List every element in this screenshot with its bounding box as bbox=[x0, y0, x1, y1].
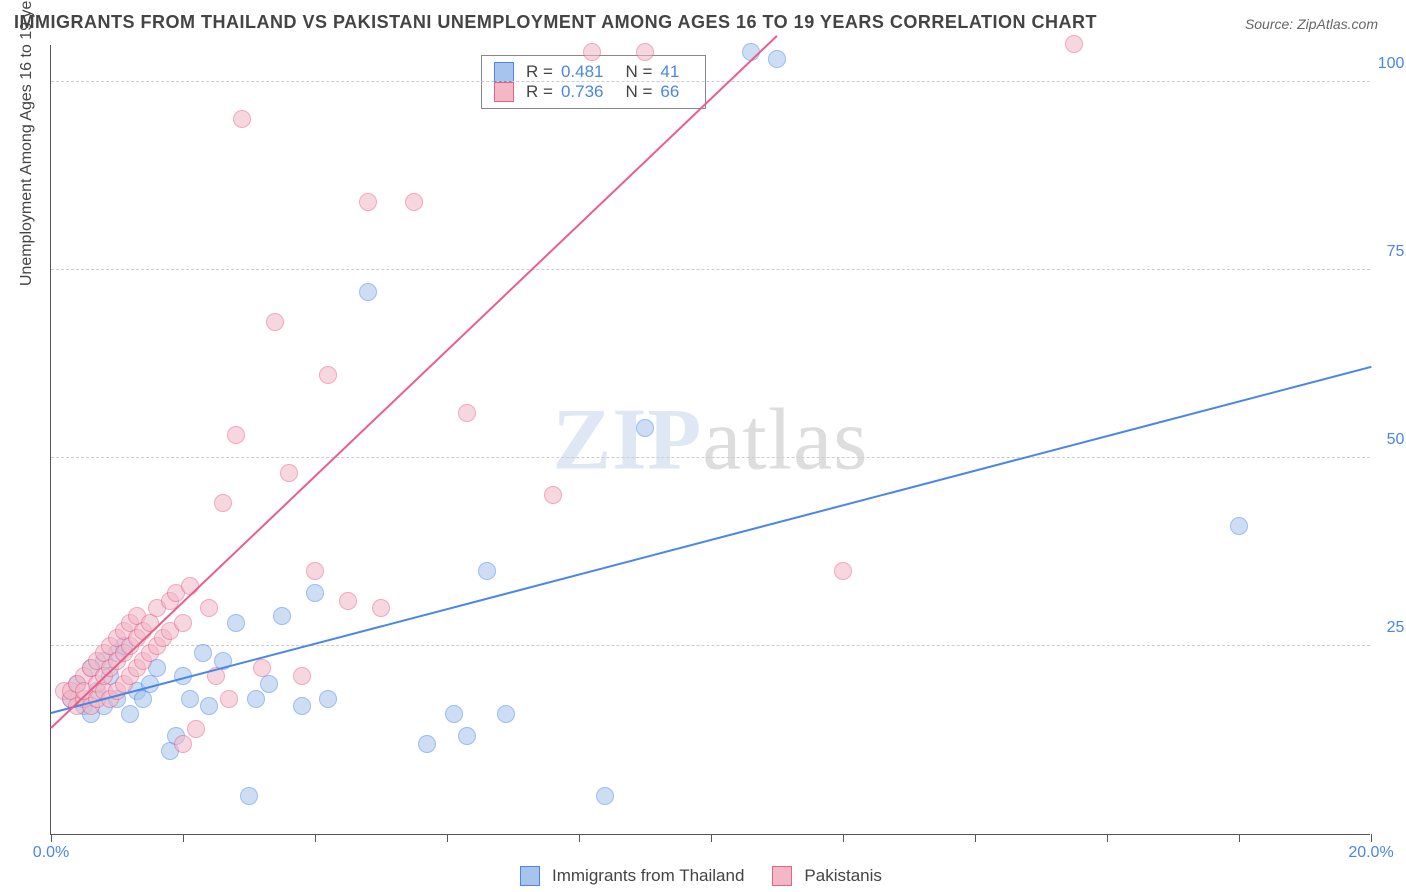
data-point bbox=[200, 697, 218, 715]
source-credit: Source: ZipAtlas.com bbox=[1245, 16, 1378, 32]
data-point bbox=[200, 599, 218, 617]
data-point bbox=[405, 193, 423, 211]
x-tick-label: 0.0% bbox=[33, 844, 69, 862]
data-point bbox=[768, 50, 786, 68]
series-legend-item: Pakistanis bbox=[772, 866, 881, 886]
series-legend-item: Immigrants from Thailand bbox=[520, 866, 744, 886]
y-tick-label: 50.0% bbox=[1387, 431, 1406, 449]
x-tick bbox=[843, 834, 844, 842]
legend-R-label: R = bbox=[526, 82, 553, 102]
series-legend: Immigrants from Thailand Pakistanis bbox=[520, 866, 882, 886]
legend-swatch bbox=[494, 82, 514, 102]
source-label: Source: bbox=[1245, 16, 1293, 32]
data-point bbox=[181, 690, 199, 708]
data-point bbox=[247, 690, 265, 708]
data-point bbox=[319, 366, 337, 384]
legend-R-label: R = bbox=[526, 62, 553, 82]
data-point bbox=[280, 464, 298, 482]
legend-swatch bbox=[520, 866, 540, 886]
data-point bbox=[458, 404, 476, 422]
data-point bbox=[636, 43, 654, 61]
data-point bbox=[233, 110, 251, 128]
y-tick-label: 25.0% bbox=[1387, 619, 1406, 637]
legend-row: R = 0.481 N = 41 bbox=[494, 62, 693, 82]
x-tick bbox=[1371, 834, 1372, 842]
data-point bbox=[445, 705, 463, 723]
x-tick bbox=[579, 834, 580, 842]
data-point bbox=[359, 193, 377, 211]
data-point bbox=[372, 599, 390, 617]
data-point bbox=[293, 667, 311, 685]
x-tick bbox=[1107, 834, 1108, 842]
legend-R-value: 0.736 bbox=[561, 82, 604, 102]
data-point bbox=[273, 607, 291, 625]
data-point bbox=[253, 659, 271, 677]
data-point bbox=[227, 614, 245, 632]
legend-row: R = 0.736 N = 66 bbox=[494, 82, 693, 102]
data-point bbox=[1230, 517, 1248, 535]
gridline bbox=[51, 269, 1370, 270]
y-axis-title: Unemployment Among Ages 16 to 19 years bbox=[18, 0, 36, 286]
data-point bbox=[174, 614, 192, 632]
legend-N-label: N = bbox=[625, 62, 652, 82]
legend-swatch bbox=[772, 866, 792, 886]
data-point bbox=[319, 690, 337, 708]
data-point bbox=[596, 787, 614, 805]
data-point bbox=[240, 787, 258, 805]
y-tick-label: 100.0% bbox=[1378, 55, 1406, 73]
legend-N-label: N = bbox=[625, 82, 652, 102]
data-point bbox=[583, 43, 601, 61]
legend-N-value: 41 bbox=[660, 62, 679, 82]
series-legend-label: Immigrants from Thailand bbox=[552, 866, 744, 886]
x-tick bbox=[711, 834, 712, 842]
data-point bbox=[220, 690, 238, 708]
data-point bbox=[339, 592, 357, 610]
plot-area: ZIPatlas R =0.481N =41R =0.736N =66 25.0… bbox=[50, 45, 1370, 835]
legend-N-value: 66 bbox=[660, 82, 679, 102]
data-point bbox=[306, 562, 324, 580]
x-tick bbox=[1239, 834, 1240, 842]
data-point bbox=[497, 705, 515, 723]
data-point bbox=[121, 705, 139, 723]
gridline bbox=[51, 81, 1370, 82]
data-point bbox=[187, 720, 205, 738]
x-tick-label: 20.0% bbox=[1348, 844, 1393, 862]
data-point bbox=[359, 283, 377, 301]
data-point bbox=[458, 727, 476, 745]
data-point bbox=[214, 494, 232, 512]
data-point bbox=[1065, 35, 1083, 53]
legend-swatch bbox=[494, 62, 514, 82]
legend-R-value: 0.481 bbox=[561, 62, 604, 82]
data-point bbox=[636, 419, 654, 437]
data-point bbox=[306, 584, 324, 602]
watermark: ZIPatlas bbox=[553, 389, 869, 490]
source-name: ZipAtlas.com bbox=[1297, 16, 1378, 32]
data-point bbox=[293, 697, 311, 715]
x-tick bbox=[975, 834, 976, 842]
watermark-zip: ZIP bbox=[553, 391, 703, 488]
data-point bbox=[266, 313, 284, 331]
data-point bbox=[478, 562, 496, 580]
chart-container: IMMIGRANTS FROM THAILAND VS PAKISTANI UN… bbox=[0, 0, 1406, 892]
data-point bbox=[834, 562, 852, 580]
correlation-legend: R = 0.481 N = 41 R = 0.736 N = 66 bbox=[481, 55, 706, 109]
series-legend-label: Pakistanis bbox=[804, 866, 881, 886]
data-point bbox=[418, 735, 436, 753]
data-point bbox=[174, 735, 192, 753]
data-point bbox=[544, 486, 562, 504]
watermark-atlas: atlas bbox=[702, 391, 868, 488]
x-tick bbox=[183, 834, 184, 842]
data-point bbox=[194, 644, 212, 662]
data-point bbox=[227, 426, 245, 444]
regression-line bbox=[50, 35, 777, 729]
gridline bbox=[51, 457, 1370, 458]
data-point bbox=[181, 577, 199, 595]
chart-title: IMMIGRANTS FROM THAILAND VS PAKISTANI UN… bbox=[14, 12, 1097, 33]
x-tick bbox=[51, 834, 52, 842]
x-tick bbox=[447, 834, 448, 842]
y-tick-label: 75.0% bbox=[1387, 243, 1406, 261]
x-tick bbox=[315, 834, 316, 842]
gridline bbox=[51, 645, 1370, 646]
